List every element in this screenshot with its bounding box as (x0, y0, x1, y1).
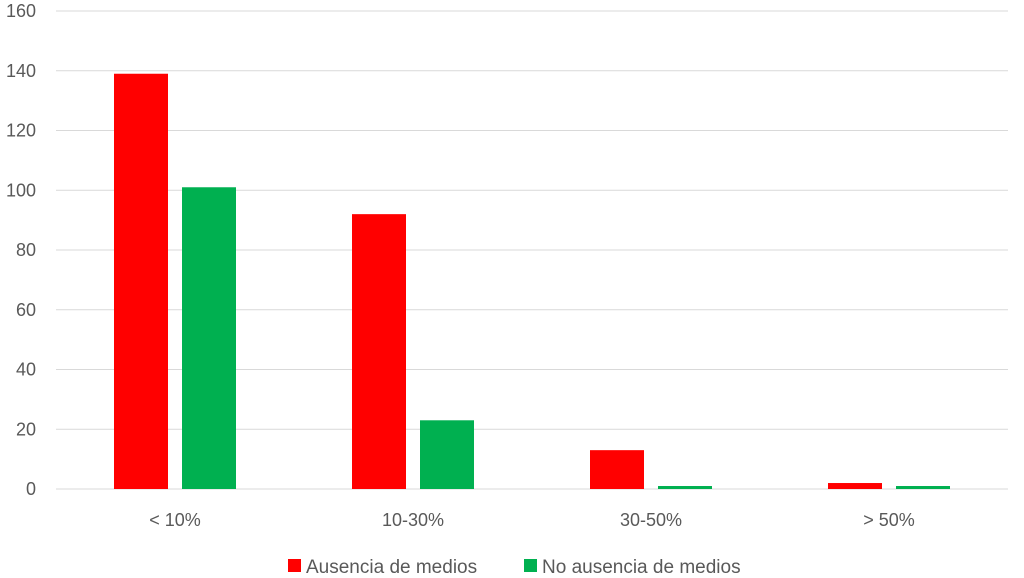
y-tick-label: 100 (6, 180, 36, 200)
y-tick-label: 0 (26, 479, 36, 499)
x-tick-label: 30-50% (620, 510, 682, 530)
bars (114, 73, 950, 490)
x-tick-label: > 50% (863, 510, 915, 530)
y-axis-tick-labels: 0 20 40 60 80 100 120 140 160 (6, 1, 36, 499)
y-tick-label: 120 (6, 121, 36, 141)
y-tick-label: 80 (16, 240, 36, 260)
legend-label: No ausencia de medios (542, 557, 741, 578)
bar (658, 486, 712, 489)
y-tick-label: 160 (6, 1, 36, 21)
x-tick-label: 10-30% (382, 510, 444, 530)
legend-swatch (524, 559, 537, 572)
y-tick-label: 140 (6, 61, 36, 81)
legend-label: Ausencia de medios (306, 557, 477, 578)
y-tick-label: 60 (16, 300, 36, 320)
bar (114, 73, 168, 490)
bar (828, 483, 882, 489)
bar (420, 420, 474, 489)
bar (896, 486, 950, 489)
y-tick-label: 20 (16, 419, 36, 439)
bar (352, 214, 406, 489)
y-tick-label: 40 (16, 360, 36, 380)
legend-swatch (288, 559, 301, 572)
bar (182, 187, 236, 489)
bar (590, 450, 644, 489)
legend: Ausencia de medios No ausencia de medios (288, 557, 741, 578)
x-tick-label: < 10% (149, 510, 201, 530)
x-axis-tick-labels: < 10% 10-30% 30-50% > 50% (149, 510, 915, 530)
